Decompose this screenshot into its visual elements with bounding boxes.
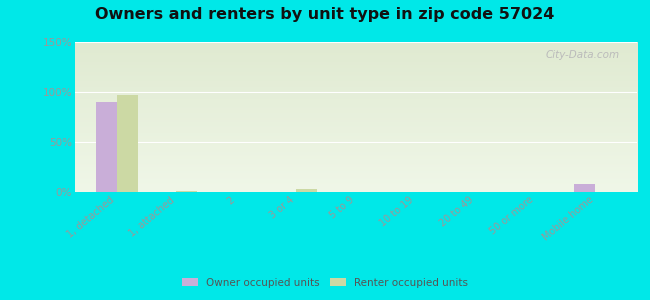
Bar — [176, 191, 198, 192]
Bar — [116, 95, 138, 192]
Legend: Owner occupied units, Renter occupied units: Owner occupied units, Renter occupied un… — [178, 274, 472, 292]
Text: Owners and renters by unit type in zip code 57024: Owners and renters by unit type in zip c… — [96, 8, 554, 22]
Text: City-Data.com: City-Data.com — [546, 50, 620, 59]
Bar — [96, 102, 116, 192]
Bar — [574, 184, 595, 192]
Bar — [296, 189, 317, 192]
